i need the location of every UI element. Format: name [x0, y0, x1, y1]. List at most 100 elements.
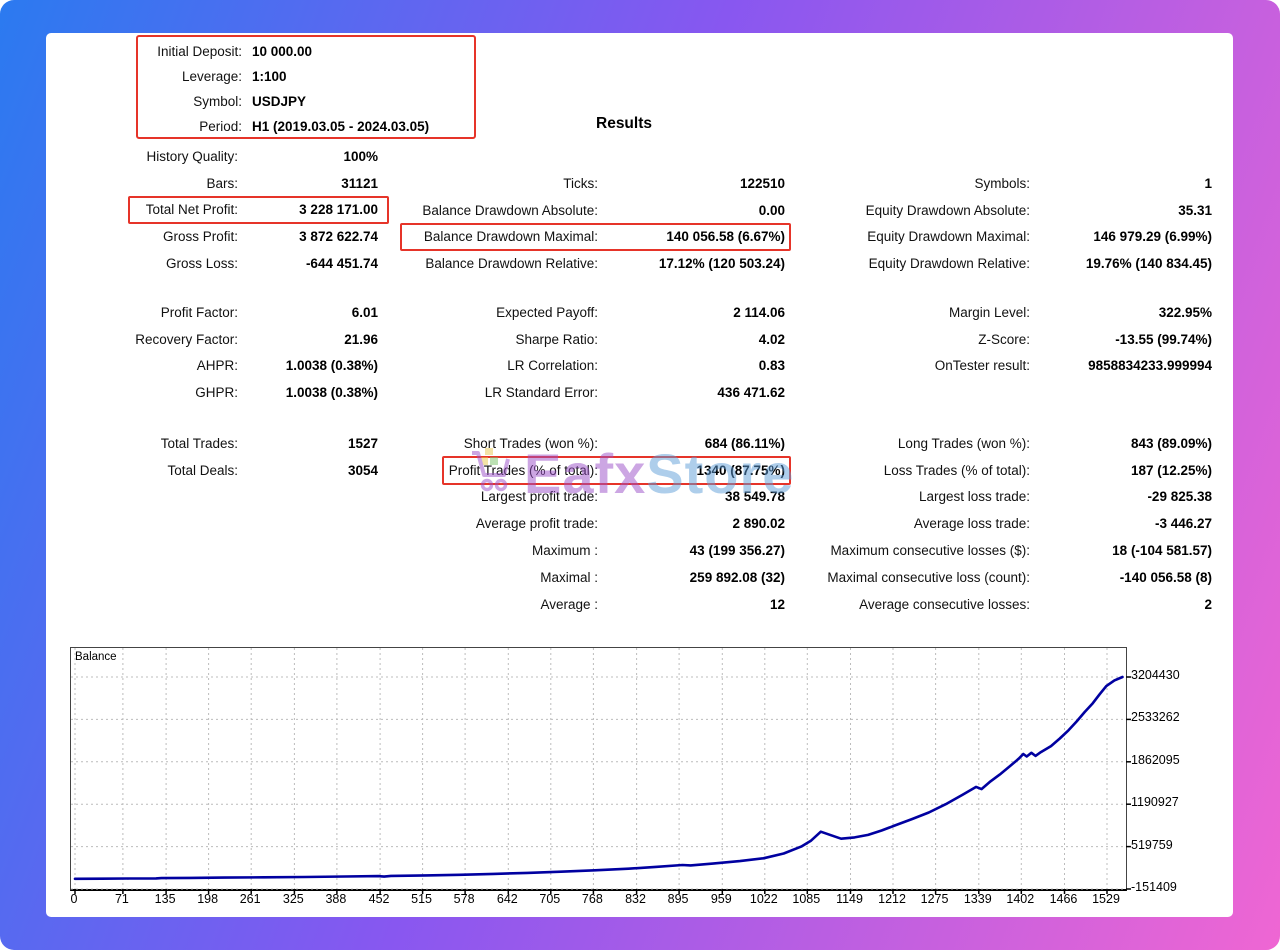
- stat-value: 12: [769, 596, 785, 612]
- stat-value: 19.76% (140 834.45): [1085, 256, 1212, 272]
- x-axis-tick-label: 1275: [920, 892, 949, 906]
- stat-label: Loss Trades (% of total):: [883, 462, 1030, 478]
- stat-label: Equity Drawdown Maximal:: [867, 229, 1030, 245]
- stat-value: 18 (-104 581.57): [1112, 543, 1212, 559]
- stat-value: 2 114.06: [733, 304, 785, 320]
- stat-row: Largest profit trade: 38 549.78: [402, 484, 788, 511]
- balance-chart: Balance: [70, 647, 1131, 894]
- x-axis-tick-label: 452: [368, 892, 390, 906]
- x-axis-tick-label: 895: [667, 892, 689, 906]
- x-axis-tick-label: 1466: [1049, 892, 1078, 906]
- stat-label: Average profit trade:: [475, 516, 598, 532]
- x-axis-tick-label: 1402: [1006, 892, 1035, 906]
- x-axis-tick-label: 959: [710, 892, 732, 906]
- stat-row: Largest loss trade: -29 825.38: [796, 484, 1212, 511]
- stat-row: Leverage: 1:100: [138, 64, 474, 89]
- chart-y-axis-labels: 3204430 2533262 1862095 1190927 519759 -15140…: [1131, 647, 1231, 907]
- stat-label: Maximal :: [540, 569, 598, 585]
- stats-section1-right: Symbols: 1 Equity Drawdown Absolute: 35.31 E…: [796, 170, 1212, 277]
- stat-row: Maximum consecutive losses ($): 18 (-104 …: [796, 537, 1212, 564]
- stat-label: Balance Drawdown Absolute:: [422, 202, 598, 218]
- stat-row: Balance Drawdown Absolute: 0.00: [402, 197, 788, 224]
- stat-label: OnTester result:: [934, 358, 1030, 374]
- x-axis-tick-label: 0: [70, 892, 78, 906]
- stat-label: Total Deals:: [167, 462, 238, 478]
- stat-row: Symbols: 1: [796, 170, 1212, 197]
- stat-value: 259 892.08 (32): [689, 569, 785, 585]
- stat-label: Average consecutive losses:: [859, 596, 1030, 612]
- stat-row: Gross Profit: 3 872 622.74: [122, 223, 386, 250]
- stat-value: 6.01: [351, 304, 378, 320]
- stat-label: Profit Factor:: [160, 304, 238, 320]
- stat-value: 17.12% (120 503.24): [658, 256, 785, 272]
- stat-value: 10 000.00: [252, 44, 313, 59]
- stat-value: 3 228 171.00: [299, 202, 378, 218]
- y-axis-tick-label: -151409: [1131, 880, 1177, 894]
- stat-row: Average : 12: [402, 591, 788, 618]
- x-axis-tick-label: 1022: [749, 892, 778, 906]
- stat-label: Profit Trades (% of total):: [448, 462, 598, 478]
- stat-row: Margin Level: 322.95%: [796, 299, 1212, 326]
- stat-value: USDJPY: [252, 94, 307, 109]
- stat-label: Long Trades (won %):: [897, 435, 1030, 451]
- stat-row: Total Deals: 3054: [122, 457, 386, 484]
- stats-section3-right: Long Trades (won %): 843 (89.09%) Loss Tra…: [796, 430, 1212, 618]
- stat-value: 21.96: [344, 331, 378, 347]
- stat-row: Loss Trades (% of total): 187 (12.25%): [796, 457, 1212, 484]
- stat-label: Leverage:: [181, 69, 242, 84]
- stat-label: Period:: [199, 119, 242, 134]
- stat-value: 140 056.58 (6.67%): [666, 229, 785, 245]
- stat-value: 3054: [347, 462, 378, 478]
- stat-value: 43 (199 356.27): [689, 543, 785, 559]
- stat-value: 2: [1204, 596, 1212, 612]
- stat-value: 3 872 622.74: [299, 229, 378, 245]
- stat-value: 4.02: [758, 331, 785, 347]
- stat-row: History Quality: 100%: [122, 143, 386, 170]
- stat-value: -644 451.74: [305, 256, 378, 272]
- stat-row: Z-Score: -13.55 (99.74%): [796, 326, 1212, 353]
- stat-row-highlighted: Total Net Profit: 3 228 171.00: [122, 195, 389, 225]
- stat-row: LR Standard Error: 436 471.62: [402, 379, 788, 406]
- stat-label: Margin Level:: [948, 304, 1030, 320]
- stat-row: Expected Payoff: 2 114.06: [402, 299, 788, 326]
- stat-label: Expected Payoff:: [496, 304, 598, 320]
- balance-curve: [71, 648, 1131, 894]
- stat-label: LR Correlation:: [507, 358, 598, 374]
- x-axis-tick-label: 705: [539, 892, 561, 906]
- stat-row: Maximum : 43 (199 356.27): [402, 537, 788, 564]
- stat-row: Equity Drawdown Relative: 19.76% (140 834…: [796, 250, 1212, 277]
- y-axis-tick-label: 519759: [1131, 837, 1173, 852]
- chart-x-axis-labels: 0 71 135 198 261 325 388 452 515 578 642 705 768 832 8…: [70, 892, 1130, 910]
- stat-row: Ticks: 122510: [402, 170, 788, 197]
- stat-row-highlighted: Profit Trades (% of total): 1340 (87.75%): [402, 455, 791, 485]
- stat-label: Average :: [540, 596, 598, 612]
- stat-row: Average consecutive losses: 2: [796, 591, 1212, 618]
- stat-row: Profit Factor: 6.01: [122, 299, 386, 326]
- x-axis-tick-label: 832: [625, 892, 646, 906]
- stat-value: 843 (89.09%): [1130, 435, 1212, 451]
- stat-label: LR Standard Error:: [484, 385, 598, 401]
- stats-section3-mid: Short Trades (won %): 684 (86.11%) Profit …: [402, 430, 791, 618]
- stat-row: AHPR: 1.0038 (0.38%): [122, 353, 386, 380]
- stat-value: -3 446.27: [1154, 516, 1212, 532]
- x-axis-tick-label: 515: [411, 892, 433, 906]
- x-axis-tick-label: 325: [282, 892, 304, 906]
- stat-value: 9858834233.999994: [1088, 358, 1212, 374]
- test-settings-box: Initial Deposit: 10 000.00 Leverage: 1:100 S…: [136, 35, 476, 139]
- stat-row: Symbol: USDJPY: [138, 89, 474, 114]
- stat-row: OnTester result: 9858834233.999994: [796, 353, 1212, 380]
- x-axis-tick-label: 198: [197, 892, 219, 906]
- stat-row: Balance Drawdown Relative: 17.12% (120 50…: [402, 250, 788, 277]
- x-axis-tick-label: 1212: [878, 892, 906, 906]
- stat-label: Short Trades (won %):: [463, 435, 598, 451]
- stat-label: Maximal consecutive loss (count):: [827, 569, 1030, 585]
- stat-value: 38 549.78: [724, 489, 785, 505]
- stat-label: Sharpe Ratio:: [515, 331, 598, 347]
- stat-value: H1 (2019.03.05 - 2024.03.05): [252, 119, 430, 134]
- stat-row: Short Trades (won %): 684 (86.11%): [402, 430, 788, 457]
- stat-row: Bars: 31121: [122, 170, 386, 197]
- x-axis-tick-label: 135: [154, 892, 176, 906]
- stat-label: Gross Loss:: [165, 256, 238, 272]
- stat-row: Average loss trade: -3 446.27: [796, 510, 1212, 537]
- stat-value: 146 979.29 (6.99%): [1093, 229, 1212, 245]
